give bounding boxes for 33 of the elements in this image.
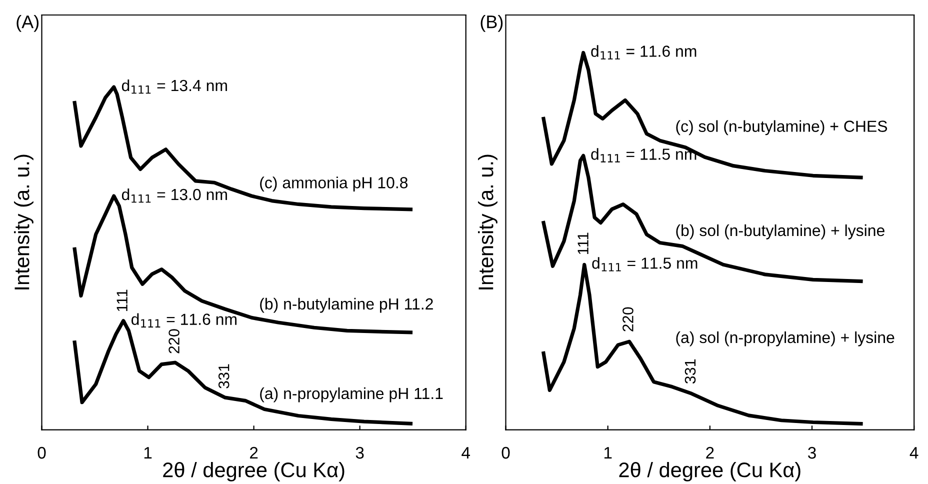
- x-tick-label: 4: [462, 447, 470, 459]
- y-axis-title: Intensity (a. u.): [478, 154, 498, 290]
- annotation: 331: [218, 364, 230, 388]
- x-tick-label: 0: [38, 446, 46, 459]
- annotation: d$_{111}$ = 11.6 nm: [131, 313, 236, 328]
- x-tick-label: 3: [808, 446, 816, 459]
- annotation: d$_{111}$ = 11.5 nm: [592, 257, 698, 272]
- annotation: 111: [578, 232, 588, 254]
- annotation: 220: [622, 307, 634, 332]
- series-label: (c) ammonia pH 10.8: [260, 176, 408, 192]
- series-label: (b) sol (n-butylamine) + lysine: [676, 224, 884, 240]
- x-tick-label: 3: [356, 446, 364, 459]
- x-axis-title: 2θ / degree (Cu Kα): [163, 462, 344, 482]
- annotation: 111: [116, 290, 128, 312]
- text: (a) sol (n-propylamine) + lysine: [676, 331, 894, 346]
- annotation: 220: [168, 329, 180, 354]
- chart-title: (B): [480, 15, 503, 32]
- x-axis-title: 2θ / degree (Cu Kα): [619, 462, 800, 482]
- x-tick-label: 1: [604, 447, 612, 459]
- annotation: d$_{111}$ = 13.0 nm: [122, 188, 227, 203]
- annotation: 331: [684, 359, 696, 384]
- annotation: d$_{111}$ = 13.4 nm: [122, 79, 227, 94]
- series-label: (a) n-propylamine pH 11.1: [260, 387, 443, 402]
- x-tick-label: 4: [910, 447, 918, 459]
- x-tick-label: 1: [144, 447, 152, 459]
- chart-title: (A): [16, 15, 39, 32]
- series-label: (b) n-butylamine pH 11.2: [260, 298, 433, 313]
- x-tick-label: 2: [250, 446, 258, 459]
- x-tick-label: 0: [502, 446, 510, 459]
- x-tick-label: 2: [706, 446, 714, 459]
- annotation: d$_{111}$ = 11.6 nm: [591, 45, 696, 60]
- series-label: (c) sol (n-butylamine) + CHES: [676, 120, 888, 136]
- y-axis-title: Intensity (a. u.): [14, 154, 34, 290]
